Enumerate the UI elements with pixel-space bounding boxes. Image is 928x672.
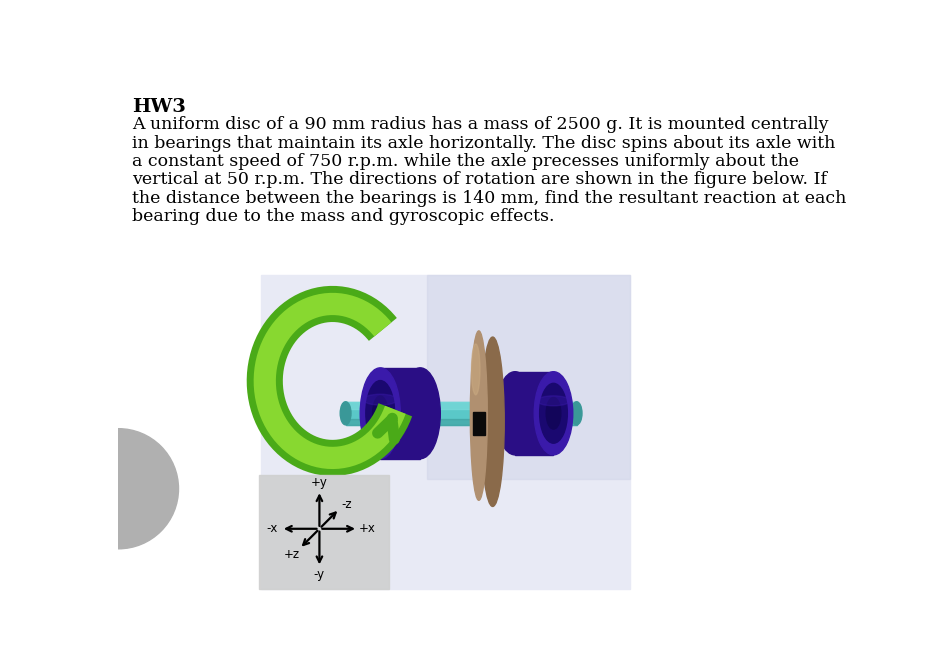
Text: bearing due to the mass and gyroscopic effects.: bearing due to the mass and gyroscopic e… — [132, 208, 554, 226]
Ellipse shape — [496, 372, 534, 455]
Text: +z: +z — [283, 548, 300, 561]
Text: +y: +y — [311, 476, 328, 489]
Ellipse shape — [363, 394, 397, 405]
Bar — [345, 402, 576, 425]
Text: the distance between the bearings is 140 mm, find the resultant reaction at each: the distance between the bearings is 140… — [132, 190, 845, 207]
Text: -z: -z — [342, 499, 352, 511]
Bar — [514, 372, 553, 455]
Bar — [380, 368, 419, 459]
Ellipse shape — [546, 397, 561, 429]
Bar — [472, 412, 484, 435]
Bar — [261, 275, 630, 589]
Text: HW3: HW3 — [132, 97, 186, 116]
Text: a constant speed of 750 r.p.m. while the axle precesses uniformly about the: a constant speed of 750 r.p.m. while the… — [132, 153, 798, 170]
Text: A uniform disc of a 90 mm radius has a mass of 2500 g. It is mounted centrally: A uniform disc of a 90 mm radius has a m… — [132, 116, 828, 133]
Ellipse shape — [539, 383, 567, 444]
Bar — [345, 402, 576, 409]
Ellipse shape — [400, 368, 440, 459]
Bar — [259, 475, 388, 589]
Ellipse shape — [471, 344, 480, 395]
Text: in bearings that maintain its axle horizontally. The disc spins about its axle w: in bearings that maintain its axle horiz… — [132, 134, 835, 152]
Text: +x: +x — [358, 522, 375, 536]
Ellipse shape — [470, 331, 487, 500]
Bar — [427, 275, 630, 479]
Ellipse shape — [372, 396, 387, 431]
Circle shape — [58, 429, 178, 549]
Text: vertical at 50 r.p.m. The directions of rotation are shown in the figure below. : vertical at 50 r.p.m. The directions of … — [132, 171, 827, 189]
Bar — [345, 419, 576, 425]
Ellipse shape — [360, 368, 400, 459]
Ellipse shape — [481, 337, 504, 507]
Ellipse shape — [571, 402, 581, 425]
Text: -x: -x — [265, 522, 277, 536]
Ellipse shape — [536, 396, 569, 406]
Ellipse shape — [366, 380, 394, 446]
Text: -y: -y — [314, 569, 325, 581]
Ellipse shape — [340, 402, 351, 425]
Ellipse shape — [534, 372, 573, 455]
